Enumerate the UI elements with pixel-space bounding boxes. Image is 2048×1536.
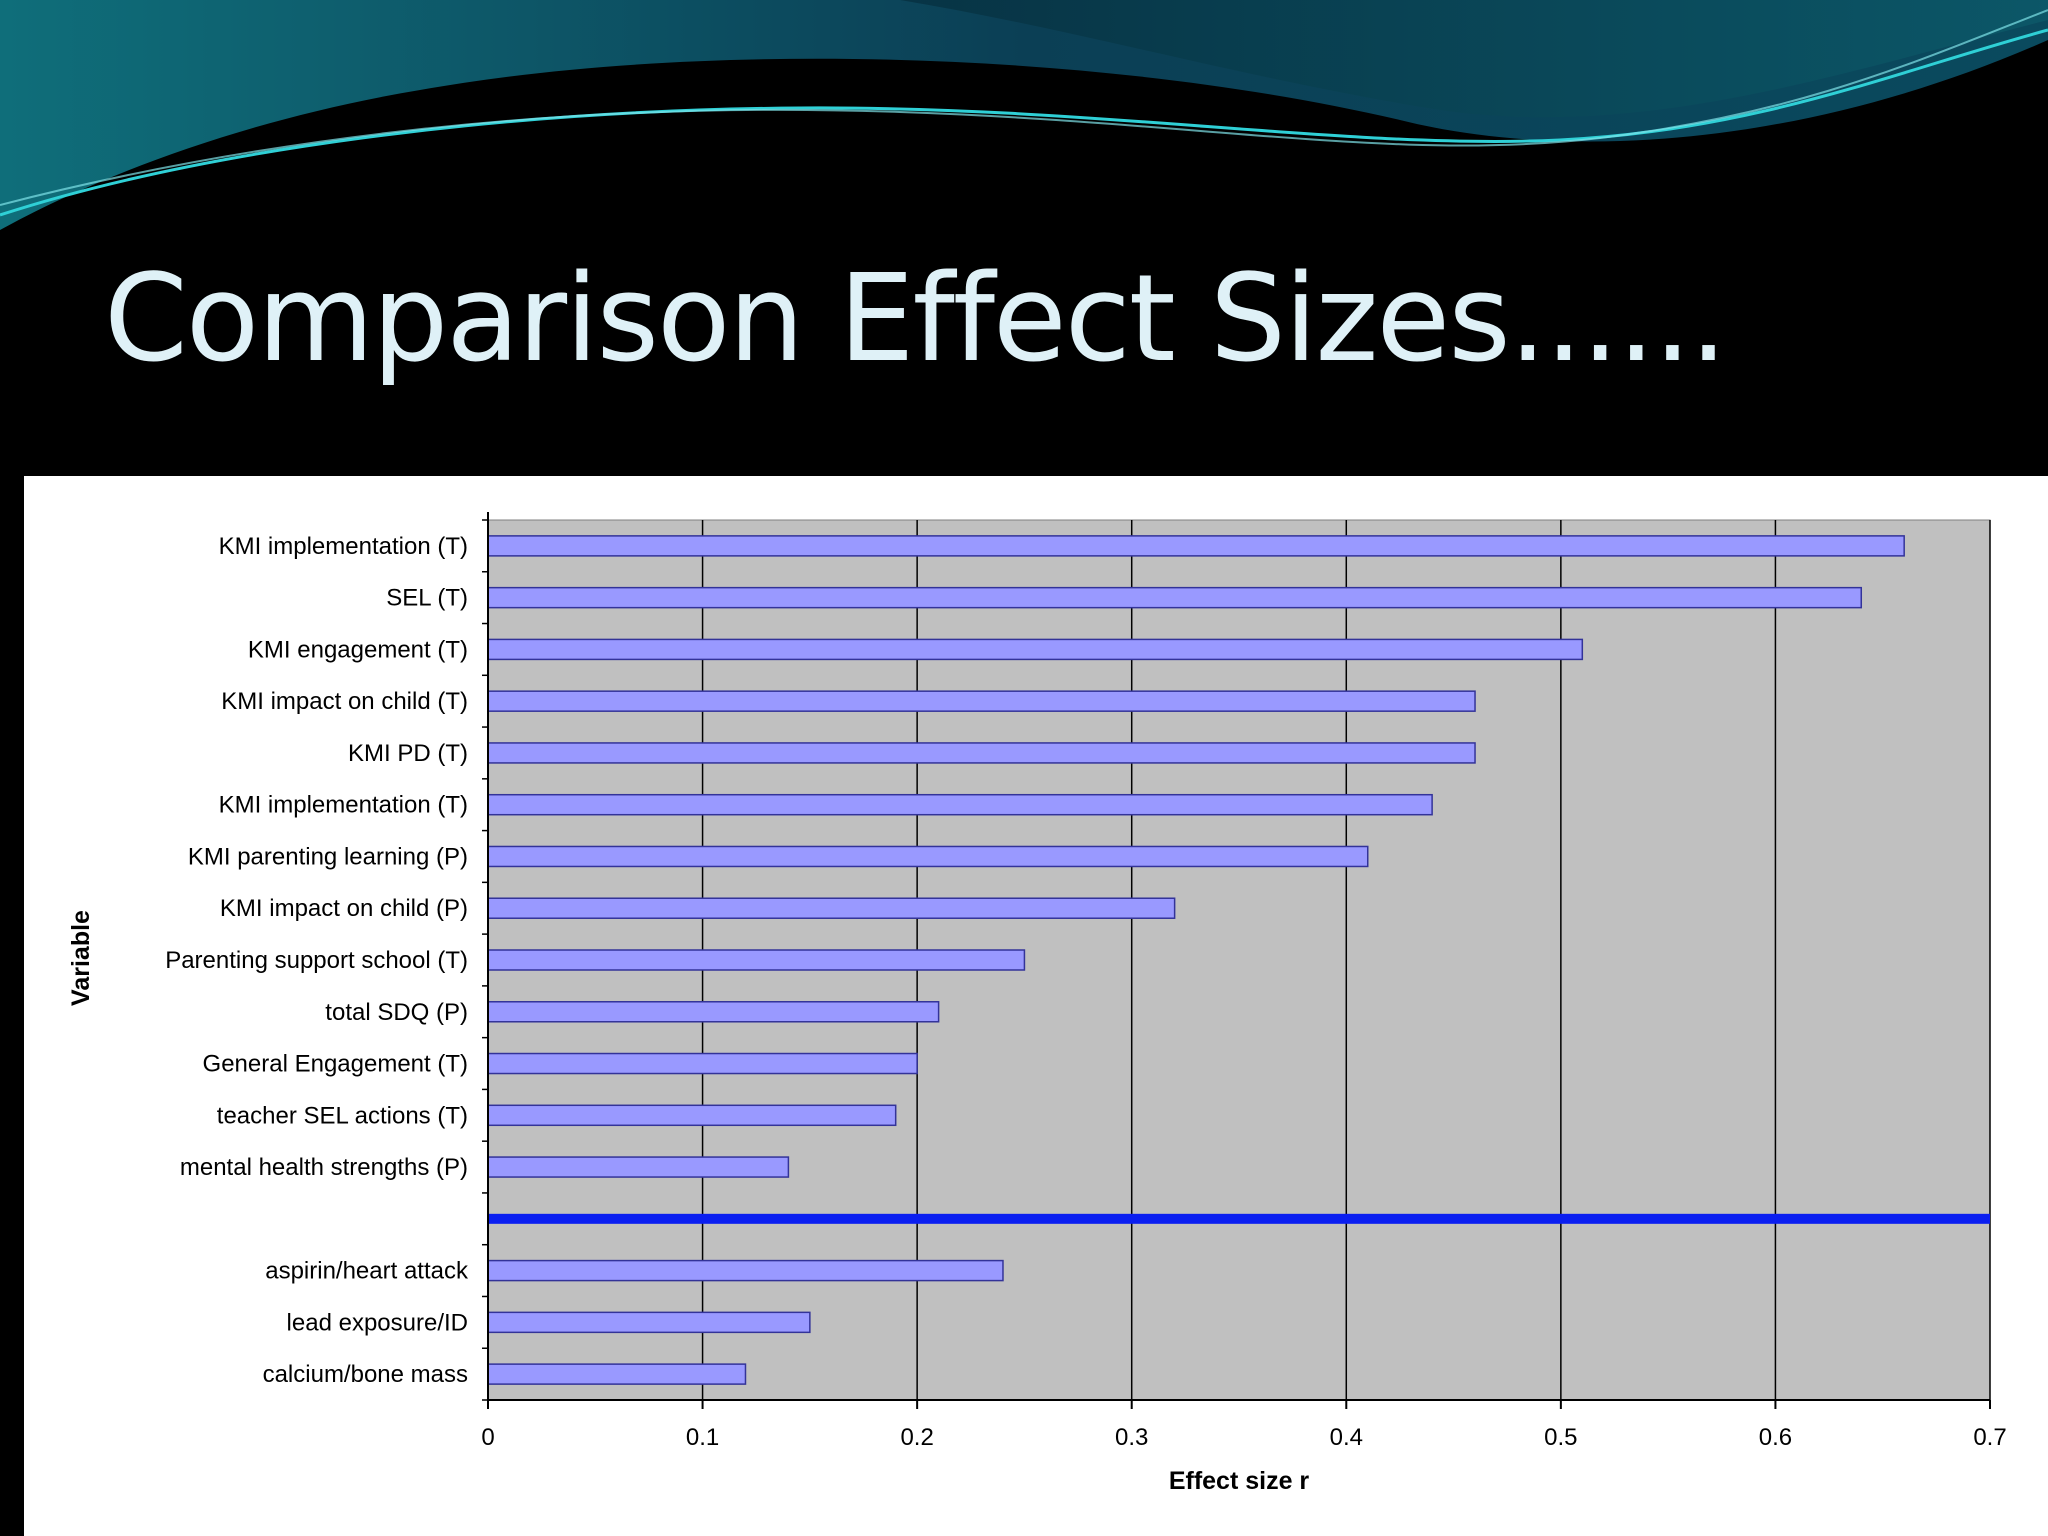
category-label: KMI impact on child (T) (221, 688, 468, 715)
bar (487, 793, 1433, 816)
bar (487, 897, 1176, 919)
category-label: Parenting support school (T) (165, 947, 468, 974)
x-tick-label: 0.1 (686, 1424, 719, 1451)
bar (487, 1156, 790, 1178)
bar (487, 1052, 918, 1075)
x-tick-label: 0.3 (1115, 1424, 1148, 1451)
category-label: calcium/bone mass (263, 1361, 468, 1388)
bar (487, 1311, 811, 1334)
category-label: KMI implementation (T) (219, 792, 468, 819)
slide-title: Comparison Effect Sizes...... (104, 250, 1728, 389)
category-label: aspirin/heart attack (265, 1258, 469, 1285)
x-tick-label: 0.5 (1544, 1424, 1577, 1451)
bar (487, 742, 1476, 764)
category-label: mental health strengths (P) (180, 1154, 468, 1181)
category-label: total SDQ (P) (325, 999, 468, 1026)
bar (487, 1259, 1004, 1282)
category-label: KMI parenting learning (P) (188, 843, 468, 870)
x-tick-label: 0.4 (1330, 1424, 1363, 1451)
x-tick-label: 0.6 (1759, 1424, 1792, 1451)
y-axis-title: Variable (67, 910, 95, 1006)
bar (487, 949, 1026, 971)
category-label: lead exposure/ID (287, 1309, 468, 1336)
category-label: SEL (T) (386, 585, 468, 612)
separator-line (488, 1213, 1990, 1224)
bar (487, 1363, 747, 1385)
category-label: General Engagement (T) (203, 1051, 468, 1078)
bar (487, 535, 1905, 557)
bar (487, 586, 1863, 609)
category-label: teacher SEL actions (T) (217, 1102, 468, 1129)
x-tick-label: 0.7 (1973, 1424, 2006, 1451)
bar (487, 1104, 897, 1127)
category-label: KMI impact on child (P) (220, 895, 468, 922)
bar (487, 1001, 940, 1023)
bar (487, 638, 1584, 661)
category-label: KMI implementation (T) (219, 533, 468, 560)
bar (487, 690, 1476, 712)
category-label: KMI PD (T) (348, 740, 468, 767)
bar (487, 845, 1369, 868)
x-axis-title: Effect size r (1169, 1467, 1310, 1495)
category-label: KMI engagement (T) (248, 636, 468, 663)
x-tick-label: 0 (481, 1424, 494, 1451)
x-tick-label: 0.2 (900, 1424, 933, 1451)
